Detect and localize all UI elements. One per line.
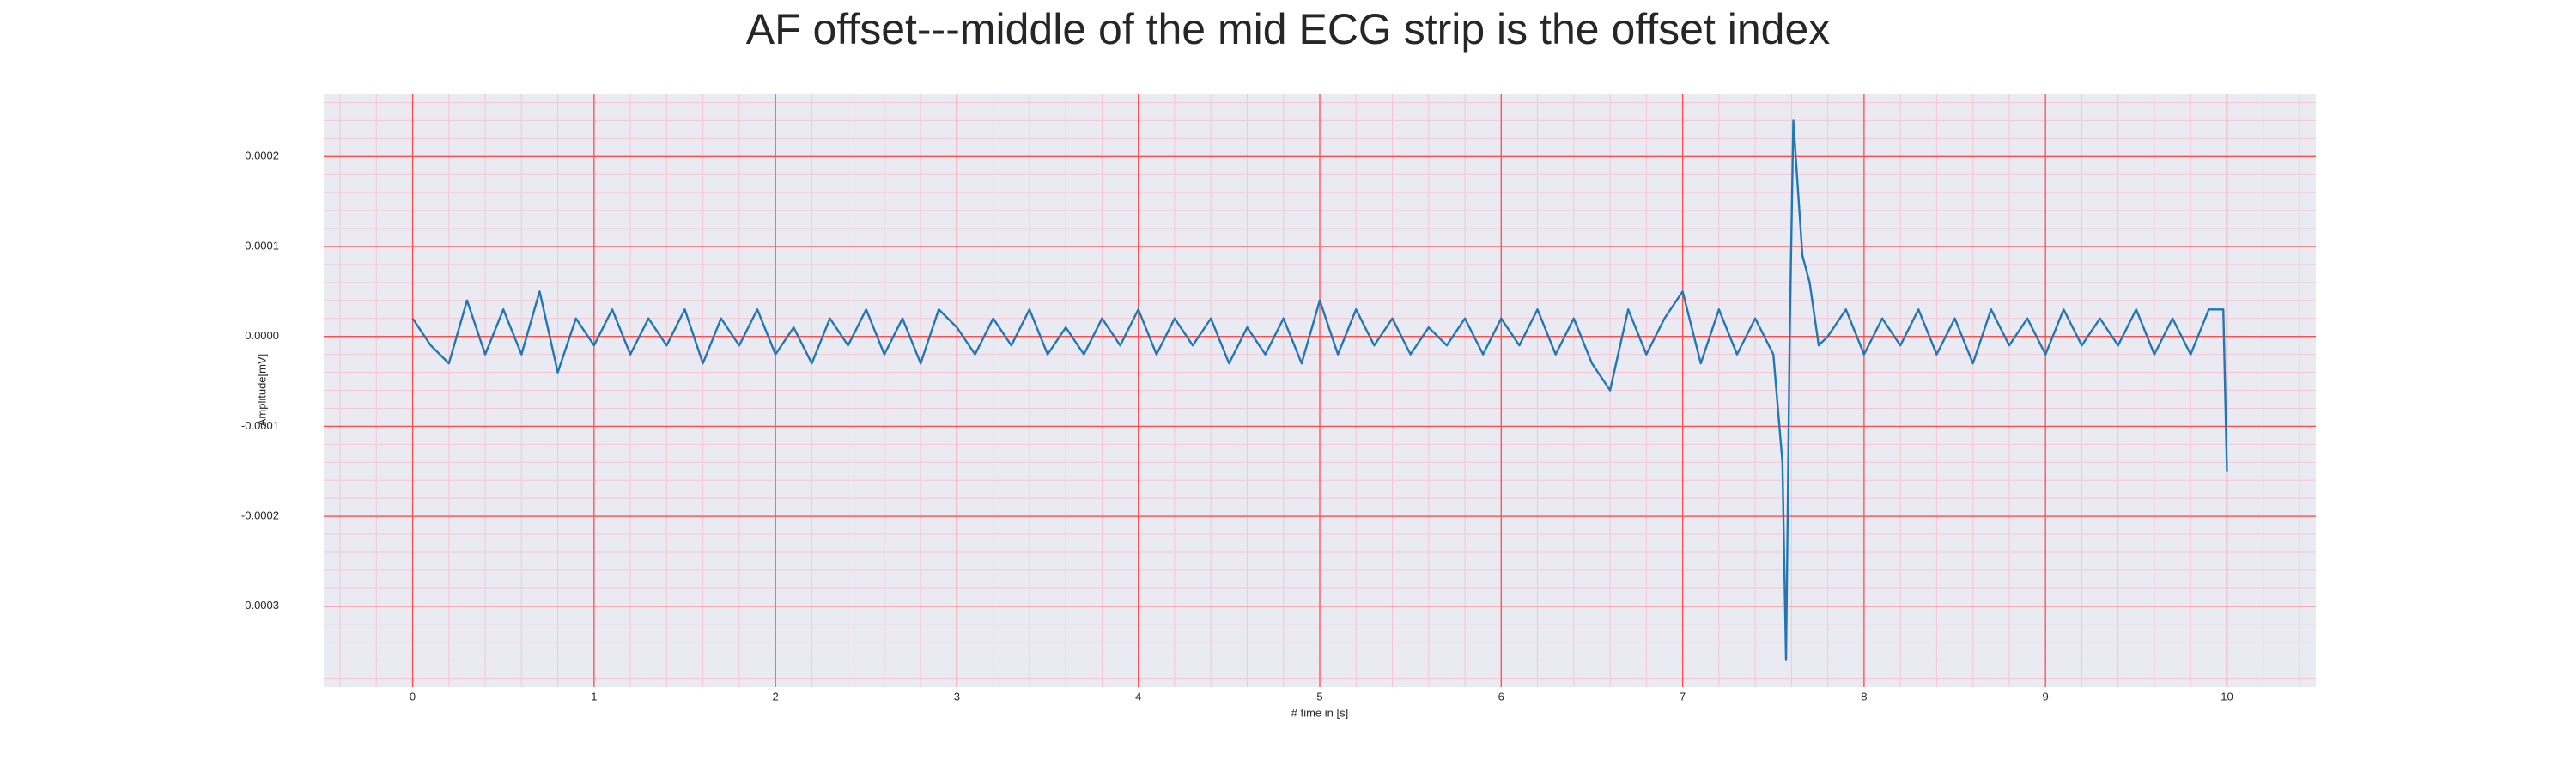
y-tick-label: -0.0002: [241, 509, 279, 522]
x-tick-label: 1: [591, 690, 597, 703]
y-tick-label: -0.0003: [241, 599, 279, 612]
x-tick-label: 2: [773, 690, 779, 703]
x-tick-label: 6: [1498, 690, 1504, 703]
x-tick-label: 3: [954, 690, 960, 703]
x-tick-label: 7: [1680, 690, 1686, 703]
x-tick-label: 5: [1316, 690, 1322, 703]
ecg-line: [411, 119, 2228, 661]
x-tick-label: 4: [1135, 690, 1141, 703]
y-axis-label: Amplitude[mV]: [255, 354, 268, 427]
y-tick-label: 0.0002: [245, 149, 279, 162]
x-axis-label: # time in [s]: [1291, 706, 1348, 719]
y-tick-label: 0.0001: [245, 239, 279, 252]
x-tick-label: 10: [2221, 690, 2233, 703]
x-tick-label: 9: [2043, 690, 2049, 703]
chart-title: AF offset---middle of the mid ECG strip …: [746, 5, 1831, 53]
y-tick-label: -0.0001: [241, 419, 279, 432]
x-tick-label: 0: [410, 690, 416, 703]
x-tick-label: 8: [1861, 690, 1867, 703]
y-tick-label: 0.0000: [245, 329, 279, 342]
